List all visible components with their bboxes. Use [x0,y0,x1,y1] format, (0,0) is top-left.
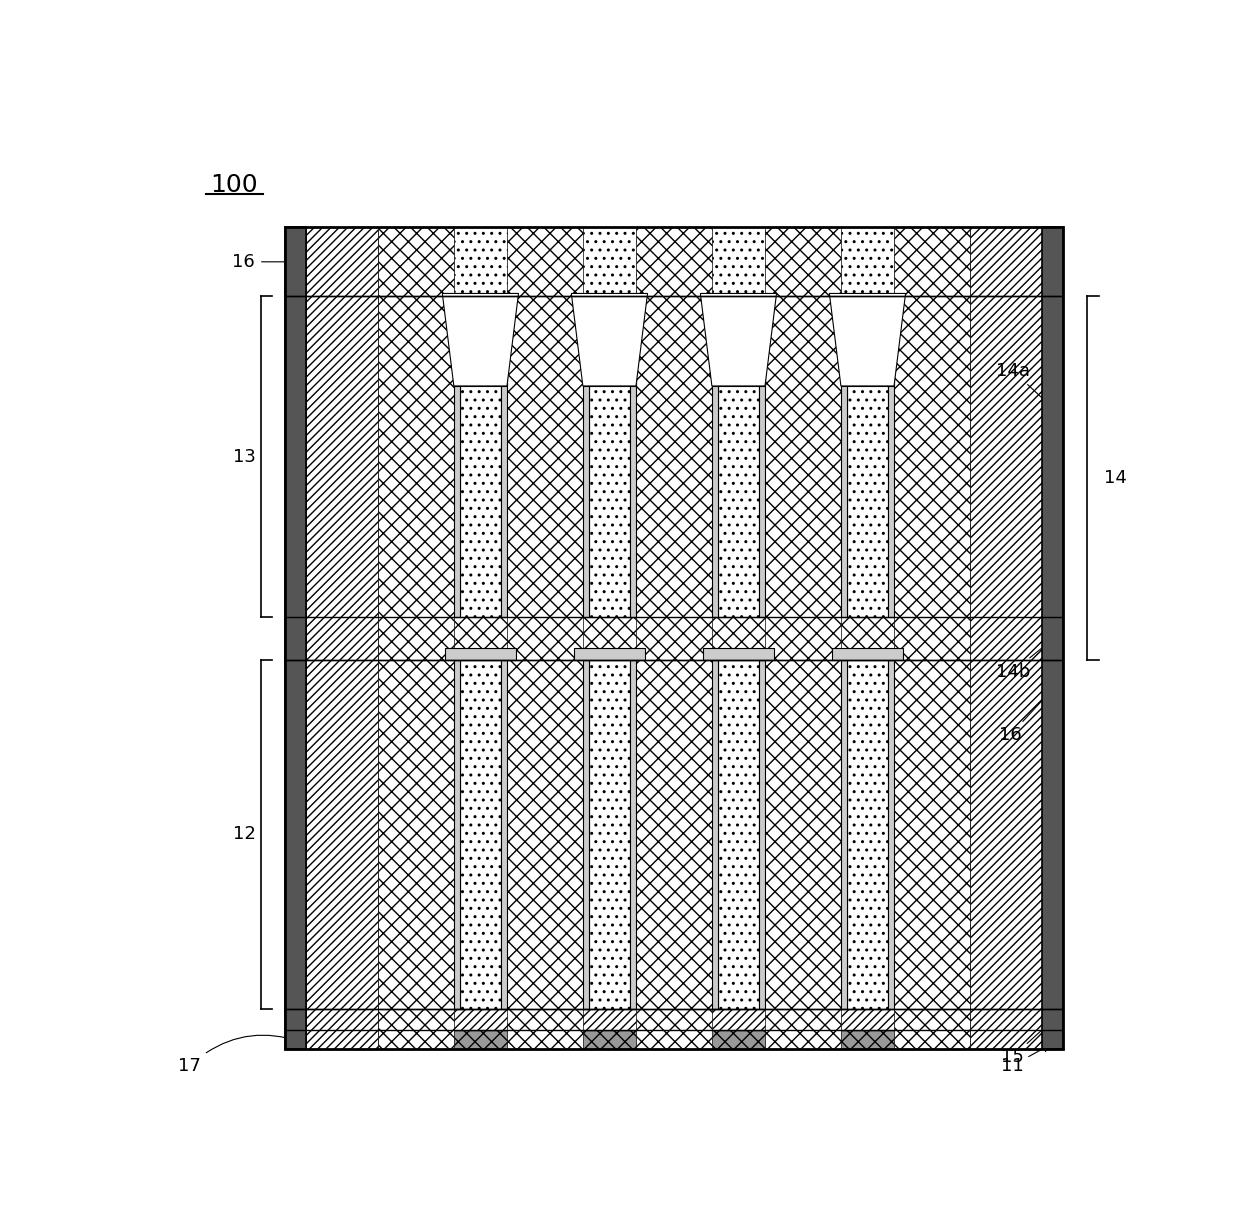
Bar [285,457,1063,477]
Bar [759,660,765,1009]
Text: 11: 11 [1001,1045,1050,1075]
Bar [285,376,1063,396]
Bar [285,791,1063,813]
Bar [285,477,1063,497]
Bar [454,297,507,386]
Text: 15: 15 [1001,1022,1050,1067]
Text: 12: 12 [233,825,255,843]
Bar [285,227,1063,297]
Polygon shape [701,293,776,386]
Bar [847,660,888,1009]
Bar [285,987,1063,1009]
Bar [574,649,645,660]
Bar [888,297,894,617]
Bar [454,297,460,617]
Bar [630,660,636,1009]
Bar [765,227,841,1048]
Bar [285,682,1063,704]
Text: 100: 100 [210,173,258,197]
Bar [712,660,718,1009]
Polygon shape [443,293,518,386]
Bar [285,517,1063,537]
Bar [285,417,1063,436]
Bar [285,227,306,1048]
Polygon shape [572,293,647,386]
Bar [285,944,1063,965]
Polygon shape [830,293,905,386]
Bar [718,297,759,617]
Bar [501,660,507,1009]
Bar [460,660,501,1009]
Bar [285,856,1063,878]
Bar [841,297,847,617]
Bar [306,227,378,1048]
Bar [454,660,460,1009]
Bar [1042,227,1063,1048]
Bar [841,660,847,1009]
Text: 14a: 14a [996,362,1050,406]
Bar [285,357,1063,376]
Text: 13: 13 [233,447,255,466]
Bar [285,497,1063,517]
Bar [285,1009,1063,1030]
Bar [970,227,1042,1048]
Bar [589,660,630,1009]
Bar [285,878,1063,900]
Bar [285,900,1063,922]
Bar [841,297,894,386]
Bar [507,227,583,1048]
Bar [636,227,712,1048]
Text: 17: 17 [179,1035,300,1075]
Bar [378,227,454,1048]
Bar [285,769,1063,791]
Bar [832,649,903,660]
Bar [285,747,1063,769]
Bar [583,297,589,617]
Bar [894,227,970,1048]
Bar [285,597,1063,617]
Bar [285,660,1063,682]
Bar [703,649,774,660]
Bar [285,813,1063,835]
Bar [445,649,516,660]
Bar [285,336,1063,357]
Text: 16: 16 [232,253,255,271]
Bar [285,617,1063,660]
Bar [888,660,894,1009]
Bar [501,297,507,617]
Bar [460,297,501,617]
Bar [759,297,765,617]
Text: 16: 16 [998,691,1050,744]
Bar [285,1030,1063,1048]
Bar [285,436,1063,457]
Bar [583,297,636,386]
Bar [712,297,765,386]
Bar [285,965,1063,987]
Bar [630,297,636,617]
Bar [285,577,1063,597]
Bar [285,726,1063,747]
Bar [285,704,1063,726]
Bar [285,557,1063,577]
Bar [583,660,589,1009]
Bar [285,297,1063,316]
Bar [847,297,888,617]
Bar [285,227,1063,1048]
Text: 14b: 14b [996,641,1050,680]
Text: 14: 14 [1105,470,1127,487]
Bar [718,660,759,1009]
Bar [712,297,718,617]
Bar [285,835,1063,856]
Bar [285,922,1063,944]
Bar [285,537,1063,557]
Bar [285,316,1063,336]
Bar [285,396,1063,417]
Bar [589,297,630,617]
